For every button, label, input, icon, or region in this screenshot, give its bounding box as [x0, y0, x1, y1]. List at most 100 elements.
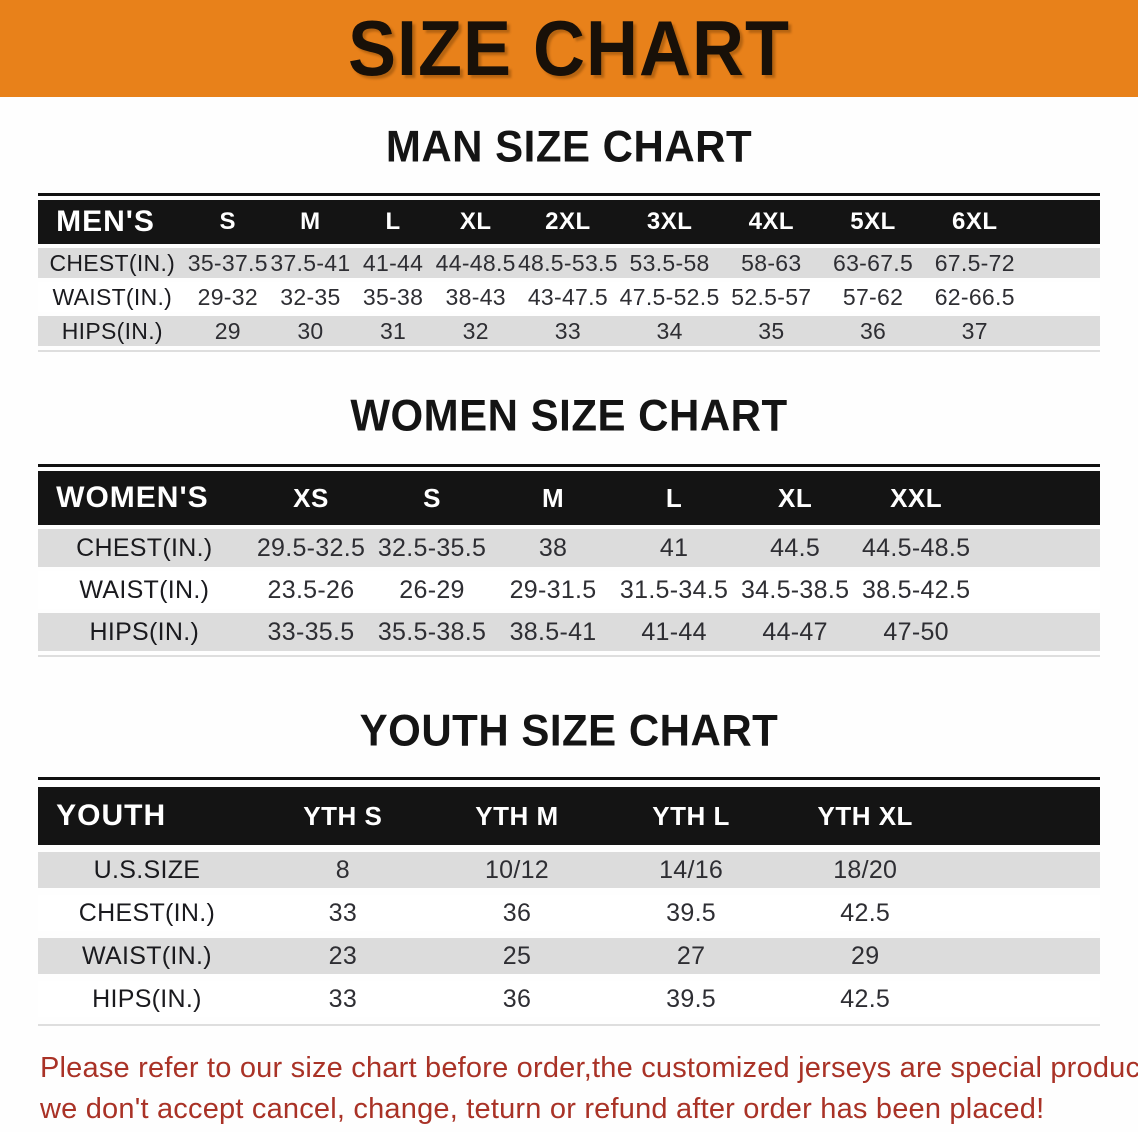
- size-value: 34.5-38.5: [734, 571, 856, 609]
- cell-filler: [976, 613, 1100, 651]
- size-value: 34: [618, 316, 721, 346]
- size-value: 58-63: [720, 248, 823, 278]
- size-value: 35-38: [351, 282, 435, 312]
- size-value: 32.5-35.5: [371, 529, 493, 567]
- size-value: 38.5-42.5: [855, 571, 977, 609]
- header-filler: [1025, 200, 1100, 244]
- size-value: 31: [351, 316, 435, 346]
- size-value: 36: [822, 316, 924, 346]
- row-label: CHEST(IN.): [38, 248, 187, 278]
- size-column-header: S: [186, 200, 270, 244]
- size-column-header: M: [269, 200, 352, 244]
- size-value: 38: [492, 529, 614, 567]
- size-column-header: XL: [434, 200, 518, 244]
- order-disclaimer: Please refer to our size chart before or…: [0, 1048, 1138, 1130]
- table-row: U.S.SIZE 8 10/12 14/16 18/20: [38, 852, 1100, 888]
- table-row: WAIST(IN.) 23 25 27 29: [38, 938, 1100, 974]
- size-value: 10/12: [429, 852, 605, 888]
- cell-filler: [952, 852, 1100, 888]
- size-value: 29.5-32.5: [250, 529, 372, 567]
- size-value: 37.5-41: [269, 248, 352, 278]
- size-column-header: YTH M: [429, 787, 605, 845]
- size-value: 47.5-52.5: [618, 282, 721, 312]
- size-value: 35: [720, 316, 823, 346]
- size-value: 44.5-48.5: [855, 529, 977, 567]
- size-value: 39.5: [604, 981, 779, 1017]
- size-value: 35.5-38.5: [371, 613, 493, 651]
- men-section-heading: MAN SIZE CHART: [385, 121, 753, 172]
- disclaimer-line-1: Please refer to our size chart before or…: [40, 1052, 1138, 1084]
- size-value: 47-50: [855, 613, 977, 651]
- size-value: 33: [517, 316, 619, 346]
- row-label: CHEST(IN.): [38, 895, 256, 931]
- disclaimer-line-2: we don't accept cancel, change, teturn o…: [40, 1093, 1045, 1125]
- banner-title: SIZE CHART: [348, 5, 790, 92]
- cell-filler: [976, 529, 1100, 567]
- row-label: WAIST(IN.): [38, 571, 251, 609]
- size-value: 62-66.5: [923, 282, 1026, 312]
- section-women: WOMEN SIZE CHART WOMEN'S XS S M L XL XXL CHEST(…: [0, 390, 1138, 657]
- size-chart-content: MAN SIZE CHART MEN'S S M L XL 2XL 3XL 4XL 5XL 6XL…: [0, 121, 1138, 1130]
- row-label: CHEST(IN.): [38, 529, 251, 567]
- cell-filler: [976, 571, 1100, 609]
- size-column-header: XS: [250, 471, 372, 525]
- youth-size-table: YOUTH YTH S YTH M YTH L YTH XL U.S.SIZE 8 10/12…: [38, 777, 1100, 1026]
- table-header-row: MEN'S S M L XL 2XL 3XL 4XL 5XL 6XL: [38, 200, 1100, 244]
- size-value: 23: [255, 938, 430, 974]
- size-value: 43-47.5: [517, 282, 619, 312]
- row-label: U.S.SIZE: [38, 852, 256, 888]
- size-value: 18/20: [778, 852, 953, 888]
- size-value: 29: [778, 938, 953, 974]
- size-value: 38-43: [434, 282, 518, 312]
- size-column-header: YTH S: [255, 787, 430, 845]
- size-value: 26-29: [371, 571, 493, 609]
- size-value: 31.5-34.5: [613, 571, 735, 609]
- size-value: 52.5-57: [720, 282, 823, 312]
- size-value: 53.5-58: [618, 248, 721, 278]
- size-value: 8: [255, 852, 430, 888]
- table-corner-label: WOMEN'S: [38, 471, 251, 525]
- size-value: 39.5: [604, 895, 779, 931]
- size-value: 29-32: [186, 282, 270, 312]
- size-column-header: 4XL: [720, 200, 823, 244]
- size-column-header: XXL: [855, 471, 977, 525]
- size-value: 33: [255, 981, 430, 1017]
- size-column-header: L: [351, 200, 435, 244]
- size-value: 25: [429, 938, 605, 974]
- table-row: WAIST(IN.) 23.5-26 26-29 29-31.5 31.5-34.5 34…: [38, 571, 1100, 609]
- size-value: 44-48.5: [434, 248, 518, 278]
- size-value: 35-37.5: [186, 248, 270, 278]
- table-row: HIPS(IN.) 29 30 31 32 33 34 35 36 37: [38, 316, 1100, 346]
- size-column-header: 2XL: [517, 200, 619, 244]
- youth-section-heading: YOUTH SIZE CHART: [359, 705, 779, 756]
- size-column-header: L: [613, 471, 735, 525]
- size-value: 37: [923, 316, 1026, 346]
- cell-filler: [952, 895, 1100, 931]
- section-men: MAN SIZE CHART MEN'S S M L XL 2XL 3XL 4XL 5XL 6XL…: [0, 121, 1138, 352]
- size-value: 30: [269, 316, 352, 346]
- size-value: 63-67.5: [822, 248, 924, 278]
- size-value: 48.5-53.5: [517, 248, 619, 278]
- size-value: 67.5-72: [923, 248, 1026, 278]
- women-size-table: WOMEN'S XS S M L XL XXL CHEST(IN.) 29.5-32.5 32.5…: [38, 464, 1100, 657]
- size-value: 29-31.5: [492, 571, 614, 609]
- size-value: 44.5: [734, 529, 856, 567]
- size-column-header: 5XL: [822, 200, 924, 244]
- table-row: CHEST(IN.) 33 36 39.5 42.5: [38, 895, 1100, 931]
- size-value: 57-62: [822, 282, 924, 312]
- size-value: 32: [434, 316, 518, 346]
- size-column-header: S: [371, 471, 493, 525]
- section-youth: YOUTH SIZE CHART YOUTH YTH S YTH M YTH L YTH…: [0, 705, 1138, 1026]
- size-value: 41-44: [351, 248, 435, 278]
- women-section-heading: WOMEN SIZE CHART: [350, 390, 788, 441]
- size-value: 29: [186, 316, 270, 346]
- size-column-header: 3XL: [618, 200, 721, 244]
- table-header-row: WOMEN'S XS S M L XL XXL: [38, 471, 1100, 525]
- size-column-header: 6XL: [923, 200, 1026, 244]
- size-value: 27: [604, 938, 779, 974]
- size-value: 33-35.5: [250, 613, 372, 651]
- size-column-header: YTH L: [604, 787, 779, 845]
- size-value: 41-44: [613, 613, 735, 651]
- header-filler: [976, 471, 1100, 525]
- row-label: WAIST(IN.): [38, 938, 256, 974]
